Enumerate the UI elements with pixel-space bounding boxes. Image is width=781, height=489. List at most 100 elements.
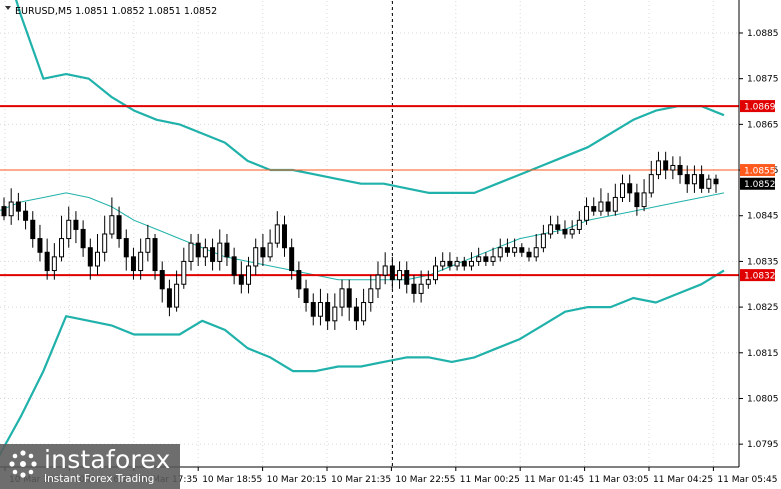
candle (303, 279, 309, 312)
candle (591, 197, 597, 216)
candle-body (584, 206, 590, 221)
candle (663, 151, 669, 180)
candle (655, 151, 661, 180)
current-price-tag (740, 177, 775, 190)
candle-body (433, 265, 439, 281)
candle (188, 234, 194, 271)
candle-body (447, 260, 453, 267)
candle (648, 160, 654, 198)
candle-body (533, 247, 539, 258)
candle (123, 229, 129, 271)
candle (361, 288, 367, 326)
candle-body (210, 247, 216, 262)
y-tick-label: 1.0805 (747, 394, 779, 404)
candle-body (648, 174, 654, 194)
candle (519, 243, 525, 257)
candle-body (87, 247, 93, 267)
candle-body (30, 219, 36, 240)
candle-body (116, 215, 122, 240)
candle (87, 238, 93, 280)
y-tick-label: 1.0885 (747, 29, 779, 39)
candle (195, 234, 201, 266)
candle-body (15, 201, 21, 212)
candle-body (23, 210, 29, 221)
candle-body (80, 228, 86, 249)
candle-body (504, 247, 510, 253)
candle-body (159, 270, 165, 290)
candle (634, 183, 640, 216)
candles (1, 151, 719, 330)
candle (310, 293, 316, 326)
candle-body (174, 283, 180, 308)
candle-body (677, 164, 683, 176)
candle (548, 215, 554, 239)
candle-body (181, 260, 187, 285)
candle (433, 256, 439, 285)
candle (627, 174, 633, 203)
candle (368, 275, 374, 312)
candle (181, 247, 187, 289)
candle-body (325, 302, 331, 322)
candle-body (684, 174, 690, 185)
candle-body (641, 192, 647, 208)
candle (253, 238, 259, 276)
candle (677, 156, 683, 184)
candle (397, 261, 403, 289)
candle (562, 220, 568, 239)
candle (30, 211, 36, 248)
candle (346, 279, 352, 321)
y-axis: 1.0885 1.0875 1.0865 1.0855 1.0845 1.0835 1.08… (739, 29, 779, 450)
candle-body (663, 160, 669, 171)
candle-body (483, 256, 489, 262)
candle (670, 156, 676, 180)
candle-body (224, 242, 230, 258)
candle (461, 256, 467, 271)
candle-body (317, 302, 323, 317)
candle (325, 293, 331, 330)
candle (44, 238, 50, 280)
x-tick-label: 11 Mar 01:45 (524, 475, 584, 485)
candle-body (497, 247, 503, 258)
candle-body (353, 306, 359, 322)
candle-body (404, 270, 410, 285)
collapse-arrow-icon[interactable] (5, 6, 11, 10)
candle-body (555, 224, 561, 230)
candle-body (569, 228, 575, 235)
y-tick-label: 1.0815 (747, 349, 779, 359)
x-tick-label: 10 Mar 22:55 (395, 475, 455, 485)
candle (59, 215, 65, 262)
candle (51, 243, 57, 280)
y-tick-label: 1.0835 (747, 257, 779, 267)
candle-body (102, 233, 108, 253)
candle-body (713, 178, 719, 185)
candle-body (281, 224, 287, 249)
candle-body (346, 288, 352, 308)
x-tick-label: 10 Mar 21:35 (331, 475, 391, 485)
candle (576, 211, 582, 234)
symbol-header: EURUSD,M5 1.0851 1.0852 1.0851 1.0852 (15, 6, 217, 17)
candle-body (512, 247, 518, 253)
candle-body (468, 260, 474, 267)
candle-body (454, 260, 460, 267)
candle-body (296, 270, 302, 290)
candle-body (44, 251, 50, 272)
candle (418, 270, 424, 303)
candle-body (612, 196, 618, 212)
candle-body (289, 247, 295, 272)
candle-body (138, 251, 144, 272)
candle (289, 238, 295, 280)
candle-body (476, 256, 482, 262)
candle (15, 192, 21, 221)
candle (130, 247, 136, 280)
candle (80, 220, 86, 257)
candle (490, 247, 496, 266)
watermark-brand: instaforex (44, 445, 171, 474)
candle (598, 188, 604, 216)
candle-body (691, 174, 697, 185)
candle-body (109, 215, 115, 235)
candle-body (361, 302, 367, 322)
candle (260, 234, 266, 266)
candle (174, 270, 180, 312)
candle (274, 211, 280, 248)
